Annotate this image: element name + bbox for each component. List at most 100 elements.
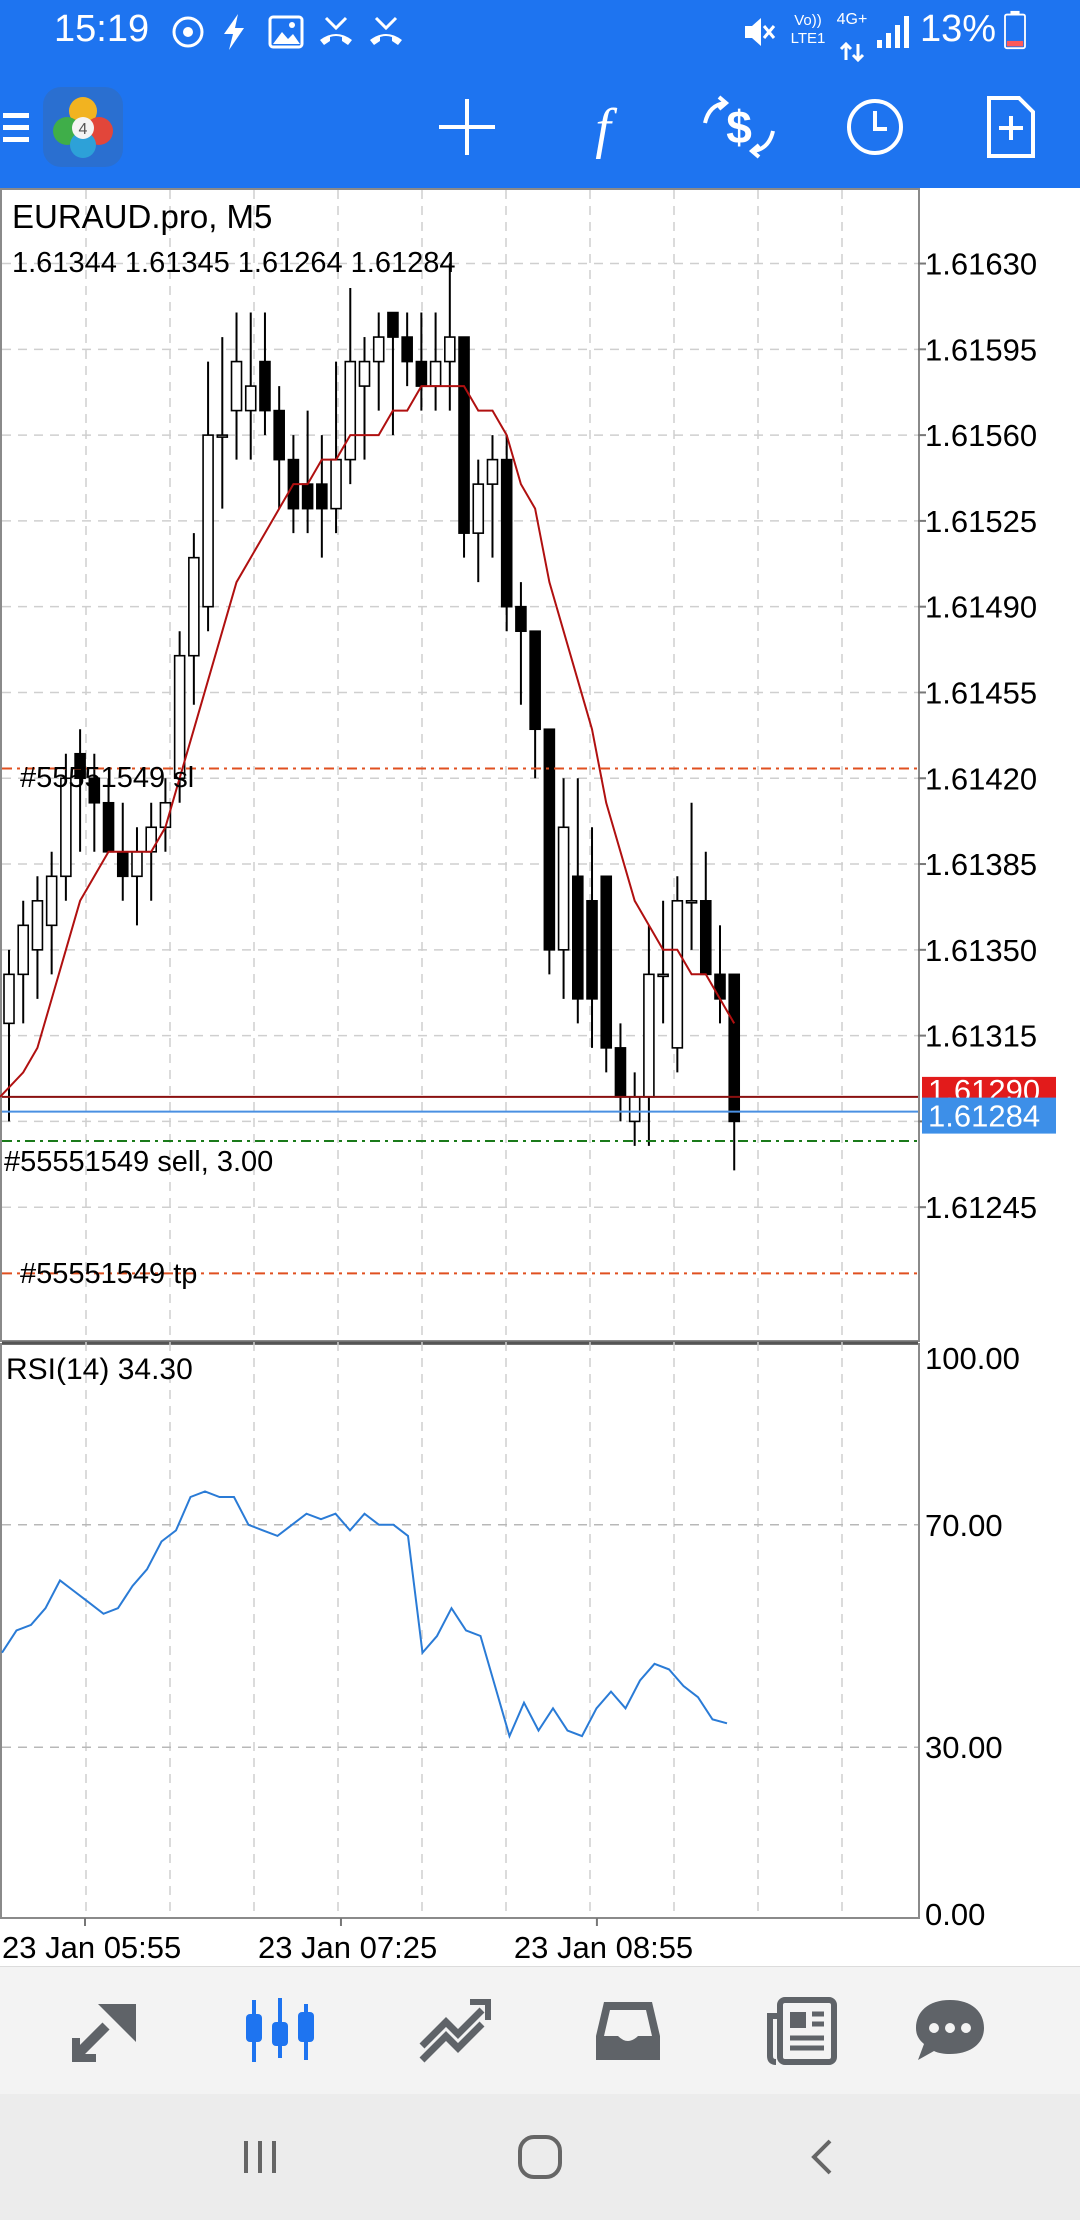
candle-bull <box>429 360 442 387</box>
candle-bull <box>45 875 58 927</box>
candle-bull <box>372 336 385 363</box>
indicators-icon[interactable]: f <box>560 84 646 170</box>
candle-bull <box>188 556 200 657</box>
candle-bull <box>557 826 570 951</box>
candle-bull <box>173 654 186 780</box>
candle-bear <box>401 336 413 363</box>
tp-label: #55551549 tp <box>20 1258 197 1290</box>
status-bar: 15:19 Vo)) LTE1 4G+ <box>0 0 1080 66</box>
rsi-tick-label: 70.00 <box>925 1508 1003 1543</box>
candle-bull <box>671 900 684 1049</box>
timeframe-clock-icon[interactable] <box>832 84 918 170</box>
candle-bull <box>472 483 485 534</box>
status-time: 15:19 <box>54 8 150 50</box>
candle-bull <box>216 434 229 438</box>
quotes-icon[interactable] <box>58 1989 154 2073</box>
trade-icon[interactable]: $ <box>696 84 782 170</box>
image-icon <box>268 15 304 49</box>
flash-icon <box>224 14 244 50</box>
rsi-panel-frame <box>0 1343 920 1919</box>
candle-bear <box>529 630 541 731</box>
candle-bear <box>88 777 101 804</box>
chart-canvas[interactable]: 1.61630 1.61595 1.61560 1.61525 1.61490 1.614… <box>0 188 1080 1960</box>
candle-bear <box>259 360 271 412</box>
candle-bear <box>387 311 399 338</box>
candle-bull <box>330 458 342 510</box>
candle-bear <box>500 458 513 608</box>
candle-bull <box>3 973 15 1025</box>
y-tick-label: 1.61630 <box>925 247 1037 282</box>
ohlc-label: 1.61344 1.61345 1.61264 1.61284 <box>12 247 455 279</box>
chart-area[interactable]: 1.61630 1.61595 1.61560 1.61525 1.61490 1.614… <box>0 188 1080 1960</box>
battery-percent: 13% <box>920 8 997 50</box>
candle-bull <box>685 900 698 904</box>
svg-text:$: $ <box>726 101 752 153</box>
sl-label: #55551549 sl <box>20 762 194 794</box>
crosshair-icon[interactable] <box>424 84 510 170</box>
main-panel-frame <box>0 188 920 1342</box>
candle-bull <box>643 973 655 1098</box>
candle-bear <box>74 752 86 780</box>
news-icon[interactable] <box>754 1989 850 2073</box>
y-tick-label: 1.61490 <box>925 590 1037 625</box>
mt4-logo-icon[interactable]: 4 <box>40 84 126 170</box>
recents-icon[interactable] <box>220 2122 300 2192</box>
signal-icon <box>877 16 909 48</box>
y-tick-label: 1.61385 <box>925 847 1037 882</box>
y-tick-label: 1.61455 <box>925 675 1037 710</box>
current-price-badge-text: 1.61284 <box>928 1099 1040 1134</box>
candle-bull <box>244 385 257 412</box>
battery-icon <box>1004 10 1026 50</box>
chart-icon[interactable] <box>232 1989 328 2073</box>
candle-bear <box>728 973 741 1123</box>
history-icon[interactable] <box>580 1989 676 2073</box>
candle-bear <box>571 875 584 1000</box>
back-icon[interactable] <box>782 2122 862 2192</box>
y-tick-label: 1.61525 <box>925 504 1037 539</box>
mute-icon <box>745 18 776 46</box>
candle-bear <box>458 336 470 534</box>
candle-bear <box>301 483 314 510</box>
candle-bull <box>344 360 357 461</box>
menu-icon[interactable] <box>0 84 36 170</box>
current-price-badge <box>922 1097 1056 1134</box>
candle-bull <box>657 973 669 978</box>
home-icon[interactable] <box>500 2122 580 2192</box>
x-tick-label: 23 Jan 07:25 <box>258 1930 437 1960</box>
candle-bear <box>415 360 428 387</box>
candle-bear <box>714 973 726 1000</box>
y-tick-label: 1.61560 <box>925 418 1037 453</box>
candle-bear <box>116 850 129 878</box>
trade-icon[interactable] <box>406 1989 502 2073</box>
candle-bull <box>202 434 214 608</box>
candle-bear <box>543 728 556 951</box>
candle-bear <box>586 900 598 1000</box>
svg-text:f: f <box>595 98 618 159</box>
missed-call-icon <box>320 16 352 45</box>
x-tick-label: 23 Jan 05:55 <box>2 1930 181 1960</box>
candle-bull <box>17 924 30 976</box>
rsi-line <box>1 1490 728 1740</box>
y-tick-label: 1.61595 <box>925 332 1037 367</box>
new-order-icon[interactable] <box>968 84 1054 170</box>
y-tick-label: 1.61315 <box>925 1019 1037 1054</box>
position-label: #55551549 sell, 3.00 <box>4 1146 273 1178</box>
x-tick-label: 23 Jan 08:55 <box>514 1930 693 1960</box>
network-type-label: 4G+ <box>836 11 868 28</box>
candle-bull <box>131 850 143 878</box>
candle-bull <box>628 1096 641 1123</box>
x-axis: 23 Jan 05:55 23 Jan 07:25 23 Jan 08:55 <box>2 1918 693 1960</box>
candle-bear <box>273 409 285 461</box>
candle-bull <box>145 826 157 853</box>
candle-bull <box>358 360 371 387</box>
rsi-tick-label: 100.00 <box>925 1341 1020 1376</box>
candle-bear <box>515 605 527 632</box>
candles <box>3 263 741 1171</box>
y-tick-label: 1.61245 <box>925 1190 1037 1225</box>
rsi-label: RSI(14) 34.30 <box>6 1353 193 1386</box>
candle-bull <box>444 336 456 363</box>
messages-icon[interactable] <box>902 1989 998 2073</box>
candle-bear <box>699 900 712 976</box>
y-tick-label: 1.61420 <box>925 761 1037 796</box>
